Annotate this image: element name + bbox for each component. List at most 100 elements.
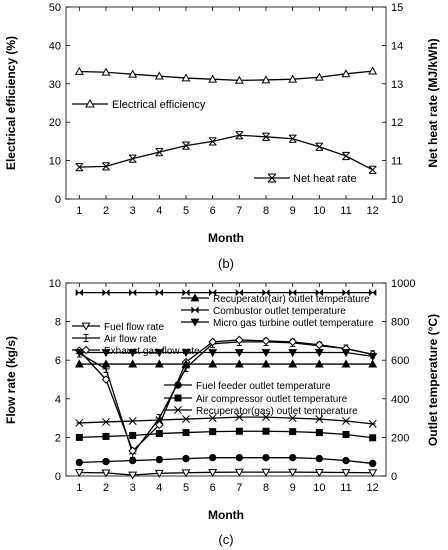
legend-marker-c-3 <box>190 293 200 302</box>
series-line-c-2 <box>78 339 373 453</box>
legend-label-c-0: Fuel flow rate <box>104 322 164 333</box>
legend-label-heatrate: Net heat rate <box>293 173 357 185</box>
x-tick-label-b: 4 <box>156 205 162 217</box>
data-point-b-0 <box>74 66 84 75</box>
y-tick-label-c: 10 <box>49 278 61 290</box>
legend-label-c-4: Combustor outlet temperature <box>213 306 346 317</box>
data-point-b-0 <box>288 74 298 83</box>
data-point-c-7 <box>342 431 350 439</box>
series-c-5 <box>74 349 378 361</box>
data-point-b-1 <box>288 134 297 143</box>
data-point-c-0 <box>314 468 324 477</box>
y-tick-label-c: 0 <box>55 471 61 483</box>
data-point-c-8 <box>368 419 377 428</box>
data-point-c-7 <box>315 429 323 437</box>
y-tick-label-b: 30 <box>49 79 61 91</box>
y-right-tick-label-c: 800 <box>391 317 409 329</box>
data-point-c-6 <box>102 457 110 466</box>
x-tick-label-b: 9 <box>290 205 296 217</box>
legend-entry-c-0: Fuel flow rate <box>72 322 164 333</box>
ylabel-right-c: Outlet temperature (°C) <box>426 314 440 446</box>
series-line-b-1 <box>79 134 373 171</box>
caption-c: (c) <box>218 532 233 547</box>
y-tick-label-b: 50 <box>49 2 61 14</box>
data-point-c-8 <box>315 415 324 424</box>
data-point-c-7 <box>182 429 190 437</box>
data-point-c-3 <box>341 359 351 368</box>
y-right-tick-label-b: 15 <box>391 2 403 14</box>
x-tick-label-c: 6 <box>210 482 216 494</box>
data-point-c-0 <box>181 469 191 478</box>
data-point-b-0 <box>261 75 271 84</box>
x-tick-label-c: 5 <box>183 482 189 494</box>
data-point-c-2 <box>101 375 111 384</box>
data-point-b-0 <box>314 72 324 81</box>
legend-marker-c-7 <box>174 394 182 402</box>
legend-label-c-3: Recuperator(air) outlet temperature <box>213 294 370 305</box>
data-point-c-2 <box>315 340 324 350</box>
data-point-c-4 <box>235 289 243 297</box>
legend-label-c-8: Recuperator(gas) outlet temperature <box>196 406 358 417</box>
data-point-b-0 <box>101 67 111 76</box>
x-tick-label-b: 7 <box>236 205 242 217</box>
data-point-c-0 <box>341 469 351 478</box>
legend-entry-c-6: Fuel feeder outlet temperature <box>164 381 331 392</box>
legend-label-c-7: Air compressor outlet temperature <box>196 394 348 405</box>
data-point-c-0 <box>101 469 111 478</box>
data-point-c-6 <box>155 455 164 464</box>
data-point-c-8 <box>102 418 110 426</box>
legend-marker-c-6 <box>174 381 182 389</box>
data-point-c-2 <box>128 446 137 456</box>
x-tick-label-b: 11 <box>340 205 351 217</box>
y-right-tick-label-c: 1000 <box>391 278 415 290</box>
legend-label-c-2: Exhaust gas flow rate <box>104 346 200 357</box>
data-point-c-7 <box>155 430 163 438</box>
data-point-c-5 <box>234 349 244 358</box>
x-tick-label-b: 1 <box>76 205 82 217</box>
data-point-c-7 <box>129 431 137 439</box>
x-tick-label-b: 6 <box>210 205 216 217</box>
caption-b: (b) <box>218 256 234 271</box>
data-point-c-3 <box>288 359 298 368</box>
data-point-c-8 <box>182 415 190 424</box>
series-line-c-7 <box>79 430 373 439</box>
series-c-0 <box>74 468 378 480</box>
data-point-c-0 <box>128 471 138 480</box>
legend-label-c-1: Air flow rate <box>104 334 157 345</box>
y-right-tick-label-b: 14 <box>391 40 403 52</box>
y-right-tick-label-c: 600 <box>391 355 409 367</box>
data-point-c-0 <box>74 469 84 478</box>
y-right-tick-label-c: 0 <box>391 471 397 483</box>
data-point-c-4 <box>102 289 110 297</box>
legend-marker-efficiency <box>85 98 95 108</box>
data-point-c-6 <box>208 453 217 462</box>
data-point-c-8 <box>262 413 270 422</box>
y-tick-label-b: 40 <box>49 40 61 52</box>
data-point-c-8 <box>75 418 84 427</box>
data-point-c-7 <box>289 428 297 436</box>
ylabel-right-b: Net heat rate (MJ/kWh) <box>426 38 440 167</box>
data-point-b-1 <box>235 131 244 140</box>
series-c-4 <box>75 289 377 297</box>
data-point-b-1 <box>368 165 377 174</box>
data-point-c-8 <box>342 417 350 425</box>
data-point-c-6 <box>262 453 270 462</box>
data-point-b-1 <box>75 163 84 172</box>
legend-label-c-5: Micro gas turbine outlet temperature <box>213 318 374 329</box>
y-right-tick-label-b: 10 <box>391 194 403 206</box>
series-c-3 <box>74 359 378 368</box>
data-point-b-1 <box>155 148 164 157</box>
series-b-1 <box>75 131 377 174</box>
x-tick-label-c: 11 <box>340 482 351 494</box>
data-point-c-7 <box>75 433 83 441</box>
data-point-c-3 <box>181 359 191 368</box>
ylabel-left-c: Flow rate (kg/s) <box>4 336 18 424</box>
y-tick-label-c: 6 <box>55 355 61 367</box>
y-tick-label-b: 0 <box>55 194 61 206</box>
x-tick-label-b: 10 <box>313 205 325 217</box>
data-point-c-0 <box>234 468 244 477</box>
data-point-c-7 <box>209 428 217 436</box>
legend-label-c-6: Fuel feeder outlet temperature <box>196 381 331 392</box>
plot-frame-c <box>65 282 387 477</box>
